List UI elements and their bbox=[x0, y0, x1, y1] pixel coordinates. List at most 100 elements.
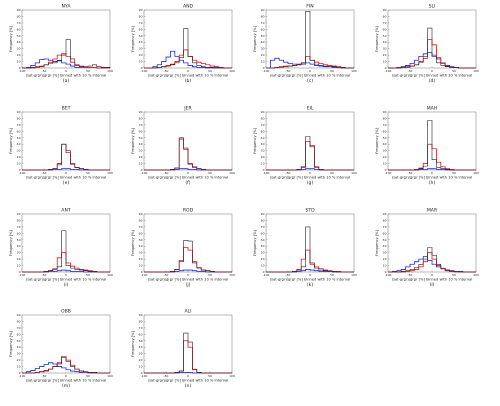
x-tick-label: -50 bbox=[42, 273, 47, 277]
y-tick-label: 60 bbox=[17, 27, 21, 31]
plot-frame bbox=[21, 111, 111, 171]
y-tick-label: 90 bbox=[383, 8, 387, 12]
panel-title: MAR bbox=[427, 208, 438, 214]
y-tick-label: 0 bbox=[19, 371, 21, 375]
x-tick-label: 50 bbox=[208, 171, 212, 175]
x-tick-label: 50 bbox=[330, 69, 334, 73]
y-axis-label: Frequency [%] bbox=[253, 229, 257, 256]
y-tick-label: 20 bbox=[261, 53, 265, 57]
y-tick-label: 50 bbox=[17, 136, 21, 140]
x-tick-label: -50 bbox=[286, 273, 291, 277]
y-tick-label: 60 bbox=[261, 231, 265, 235]
x-tick-label: 0 bbox=[65, 171, 67, 175]
y-tick-label: 0 bbox=[19, 168, 21, 172]
x-tick-label: -100 bbox=[263, 273, 270, 277]
x-tick-label: -50 bbox=[408, 273, 413, 277]
panel-label: (l) bbox=[430, 282, 435, 288]
y-axis-label: Frequency [%] bbox=[375, 25, 379, 52]
x-tick-label: 0 bbox=[187, 273, 189, 277]
panel-title: AND bbox=[183, 4, 194, 10]
panel-label: (m) bbox=[62, 383, 70, 389]
y-tick-label: 40 bbox=[261, 40, 265, 44]
y-tick-label: 50 bbox=[17, 238, 21, 242]
y-tick-label: 20 bbox=[383, 257, 387, 261]
panel-nya: NYA 0 10 20 30 40 50 60 70 80 90 -100 -50 0 50 100 Frequ… bbox=[9, 4, 113, 85]
y-tick-label: 50 bbox=[17, 34, 21, 38]
x-axis-label: (sat-grgr)/grgr [%] binned with 10 % int… bbox=[270, 74, 350, 78]
x-tick-label: 100 bbox=[351, 171, 357, 175]
x-tick-label: 0 bbox=[65, 374, 67, 378]
y-axis-label: Frequency [%] bbox=[253, 25, 257, 52]
series-black-line bbox=[388, 247, 476, 273]
x-tick-label: -100 bbox=[141, 171, 148, 175]
series-black-line bbox=[22, 230, 110, 273]
panel-label: (d) bbox=[429, 78, 436, 84]
y-tick-label: 90 bbox=[139, 110, 143, 114]
y-tick-label: 80 bbox=[261, 14, 265, 18]
panel-rod: ROD 0 10 20 30 40 50 60 70 80 90 -100 -50 0 50 100 Frequ… bbox=[131, 208, 235, 289]
x-axis-label: (sat-grgr)/grgr [%] binned with 10 % int… bbox=[148, 278, 228, 282]
x-tick-label: -50 bbox=[164, 273, 169, 277]
x-tick-label: 100 bbox=[229, 69, 235, 73]
x-tick-label: 100 bbox=[107, 171, 113, 175]
y-tick-label: 10 bbox=[139, 60, 143, 64]
y-tick-label: 30 bbox=[383, 149, 387, 153]
y-axis-label: Frequency [%] bbox=[375, 229, 379, 256]
y-tick-label: 0 bbox=[263, 270, 265, 274]
panel-title: JER bbox=[183, 106, 192, 112]
y-tick-label: 60 bbox=[383, 27, 387, 31]
series-blue-line bbox=[22, 362, 110, 374]
y-tick-label: 10 bbox=[261, 264, 265, 268]
y-tick-label: 60 bbox=[261, 129, 265, 133]
panel-title: NYA bbox=[61, 4, 71, 10]
y-tick-label: 90 bbox=[383, 212, 387, 216]
y-tick-label: 30 bbox=[17, 47, 21, 51]
x-tick-label: -50 bbox=[408, 171, 413, 175]
x-tick-label: -100 bbox=[19, 69, 26, 73]
panel-label: (k) bbox=[307, 282, 313, 288]
x-axis-label: (sat-grgr)/grgr [%] binned with 10 % int… bbox=[26, 74, 106, 78]
y-tick-label: 10 bbox=[261, 162, 265, 166]
panel-title: STD bbox=[305, 208, 315, 214]
y-tick-label: 0 bbox=[385, 66, 387, 70]
x-tick-label: 50 bbox=[452, 273, 456, 277]
panel-title: ANT bbox=[61, 208, 71, 214]
y-axis-label: Frequency [%] bbox=[9, 229, 13, 256]
x-tick-label: -50 bbox=[164, 374, 169, 378]
x-tick-label: 50 bbox=[208, 273, 212, 277]
y-tick-label: 80 bbox=[139, 319, 143, 323]
y-axis-label: Frequency [%] bbox=[131, 229, 135, 256]
series-black-line bbox=[22, 143, 110, 171]
panel-sli: SLI 0 10 20 30 40 50 60 70 80 90 -100 -50 0 50 100 Frequ… bbox=[375, 4, 479, 85]
y-tick-label: 80 bbox=[383, 116, 387, 120]
y-tick-label: 40 bbox=[139, 40, 143, 44]
y-tick-label: 70 bbox=[383, 123, 387, 127]
x-tick-label: 0 bbox=[65, 69, 67, 73]
series-black-line bbox=[144, 240, 232, 273]
y-tick-label: 90 bbox=[383, 110, 387, 114]
x-axis-label: (sat-grgr)/grgr [%] binned with 10 % int… bbox=[270, 176, 350, 180]
y-tick-label: 60 bbox=[17, 231, 21, 235]
y-axis-label: Frequency [%] bbox=[131, 25, 135, 52]
y-tick-label: 70 bbox=[17, 123, 21, 127]
series-black-line bbox=[144, 137, 232, 171]
y-tick-label: 20 bbox=[139, 358, 143, 362]
x-tick-label: -50 bbox=[286, 171, 291, 175]
x-tick-label: -100 bbox=[19, 374, 26, 378]
series-blue-line bbox=[266, 57, 354, 69]
y-axis-label: Frequency [%] bbox=[9, 127, 13, 154]
y-tick-label: 70 bbox=[139, 326, 143, 330]
x-tick-label: 100 bbox=[229, 273, 235, 277]
y-tick-label: 50 bbox=[139, 34, 143, 38]
y-tick-label: 30 bbox=[383, 47, 387, 51]
panel-label: (e) bbox=[63, 180, 70, 186]
panel-title: OBB bbox=[61, 309, 71, 315]
y-tick-label: 60 bbox=[383, 129, 387, 133]
y-tick-label: 40 bbox=[383, 142, 387, 146]
y-tick-label: 70 bbox=[17, 21, 21, 25]
x-axis-label: (sat-grgr)/grgr [%] binned with 10 % int… bbox=[26, 379, 106, 383]
x-tick-label: 0 bbox=[309, 273, 311, 277]
panel-title: SLI bbox=[429, 4, 436, 10]
y-tick-label: 70 bbox=[261, 21, 265, 25]
y-tick-label: 0 bbox=[141, 66, 143, 70]
